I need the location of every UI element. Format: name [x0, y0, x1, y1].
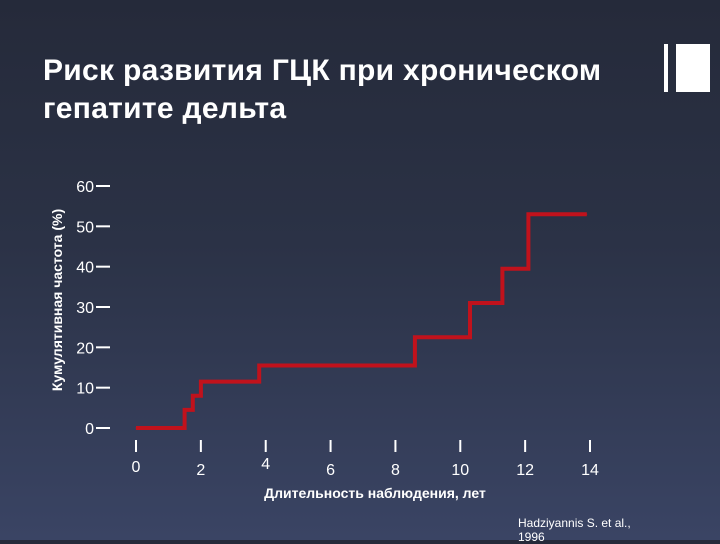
y-tick-label: 60	[76, 179, 94, 196]
y-tick-label: 50	[76, 219, 94, 236]
x-tick-label: 12	[516, 462, 534, 479]
y-tick-label: 20	[76, 340, 94, 357]
x-axis-label: Длительность наблюдения, лет	[264, 485, 486, 501]
series-point	[469, 336, 471, 338]
series	[135, 212, 588, 430]
x-tick-label: 8	[391, 462, 400, 479]
y-tick-label: 30	[76, 300, 94, 317]
x-tick-label: 6	[326, 462, 335, 479]
slide-title-line-1: Риск развития ГЦК при хроническом	[43, 54, 602, 87]
y-tick-label: 0	[85, 421, 94, 438]
series-point	[200, 395, 202, 397]
series-point	[258, 381, 260, 383]
series-line	[136, 212, 587, 430]
source-line-2: 1996	[518, 530, 545, 544]
x-tick-label: 2	[196, 462, 205, 479]
series-point	[184, 409, 186, 411]
series-point	[414, 364, 416, 366]
series-point	[469, 302, 471, 304]
series-point	[501, 302, 503, 304]
series-point	[527, 268, 529, 270]
x-tick-label: 4	[261, 456, 270, 473]
decoration-bar-thick	[676, 44, 710, 92]
x-tick-label: 10	[451, 462, 469, 479]
series-point	[527, 213, 529, 215]
y-tick-label: 10	[76, 381, 94, 398]
series-point	[501, 268, 503, 270]
series-point	[586, 213, 588, 215]
x-tick-label: 0	[132, 459, 141, 476]
decoration-bar-thin	[664, 44, 668, 92]
axes: 0 10 20 30 40 50 60 0 2 4 6 8 10 12 14	[76, 179, 599, 479]
series-point	[135, 427, 137, 429]
x-tick-label: 14	[581, 462, 599, 479]
corner-decoration	[664, 44, 710, 94]
series-point	[200, 381, 202, 383]
series-point	[414, 336, 416, 338]
slide-title-line-2: гепатите дельта	[43, 92, 287, 125]
series-point	[192, 395, 194, 397]
series-point	[192, 409, 194, 411]
source-line-1: Hadziyannis S. et al.,	[518, 516, 631, 530]
y-tick-label: 40	[76, 260, 94, 277]
series-point	[258, 364, 260, 366]
slide-title: Риск развития ГЦК при хроническом гепати…	[43, 52, 643, 128]
series-point	[184, 427, 186, 429]
